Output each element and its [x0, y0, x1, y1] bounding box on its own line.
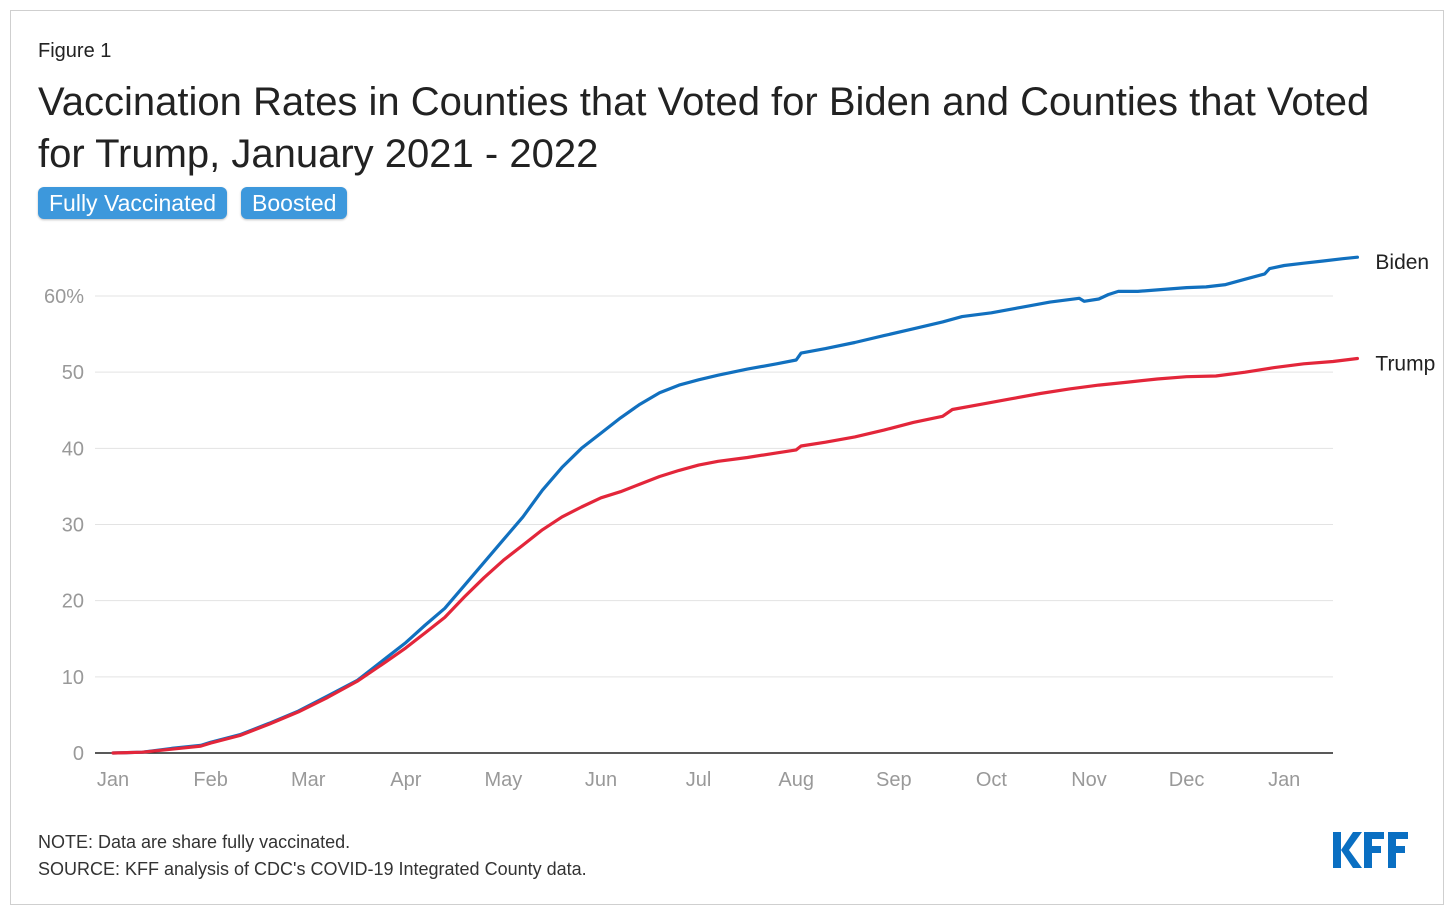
- x-tick-label-1: Feb: [193, 769, 227, 791]
- logo-stroke: [1341, 832, 1362, 868]
- logo-stroke: [1364, 832, 1384, 839]
- y-tick-label-30: 30: [62, 515, 84, 537]
- series-line-trump: [111, 356, 1359, 755]
- x-tick-label-3: Apr: [390, 769, 421, 791]
- x-tick-label-5: Jun: [585, 769, 617, 791]
- logo-stroke: [1388, 846, 1405, 853]
- logo-stroke: [1388, 832, 1408, 839]
- kff-logo-mark: [1333, 832, 1408, 868]
- series-label-biden: Biden: [1375, 251, 1429, 274]
- series-label-trump: Trump: [1375, 352, 1435, 375]
- y-tick-label-0: 0: [73, 743, 84, 765]
- series-labels: Biden Trump: [1375, 251, 1435, 375]
- y-tick-label-20: 20: [62, 591, 84, 613]
- series-line-biden: [111, 255, 1359, 755]
- x-tick-label-8: Sep: [876, 769, 912, 791]
- figure-frame: [10, 10, 1444, 905]
- kff-logo: [1333, 832, 1408, 868]
- x-tick-label-4: May: [485, 769, 523, 791]
- note-text: NOTE: Data are share fully vaccinated.: [38, 832, 351, 852]
- gridlines: [95, 295, 1333, 678]
- y-tick-label-10: 10: [62, 667, 84, 689]
- figure-label: Figure 1: [38, 40, 112, 62]
- x-tick-label-0: Jan: [97, 769, 129, 791]
- footnotes: NOTE: Data are share fully vaccinated. S…: [38, 829, 587, 883]
- source-text: SOURCE: KFF analysis of CDC's COVID-19 I…: [38, 859, 587, 879]
- y-tick-label-40: 40: [62, 438, 84, 460]
- x-tick-label-10: Nov: [1071, 769, 1107, 791]
- x-tick-label-2: Mar: [291, 769, 326, 791]
- metric-toggle: Fully Vaccinated Boosted: [38, 187, 348, 219]
- x-tick-label-9: Oct: [976, 769, 1008, 791]
- y-tick-label-60: 60%: [44, 286, 84, 308]
- y-axis-ticks: 0 10 20 30 40 50 60%: [44, 286, 84, 765]
- y-tick-label-50: 50: [62, 362, 84, 384]
- x-tick-label-7: Aug: [778, 769, 814, 791]
- boosted-button[interactable]: Boosted: [241, 187, 348, 219]
- chart-title: Vaccination Rates in Counties that Voted…: [38, 80, 1370, 176]
- series-lines: [111, 255, 1359, 755]
- logo-stroke: [1333, 832, 1341, 868]
- x-tick-label-11: Dec: [1169, 769, 1205, 791]
- x-axis-ticks: Jan Feb Mar Apr May Jun Jul Aug Sep Oct Nov Dec Jan: [97, 769, 1300, 791]
- x-tick-label-12: Jan: [1268, 769, 1300, 791]
- logo-stroke: [1364, 846, 1381, 853]
- x-tick-label-6: Jul: [686, 769, 712, 791]
- fully-vaccinated-button[interactable]: Fully Vaccinated: [38, 187, 228, 219]
